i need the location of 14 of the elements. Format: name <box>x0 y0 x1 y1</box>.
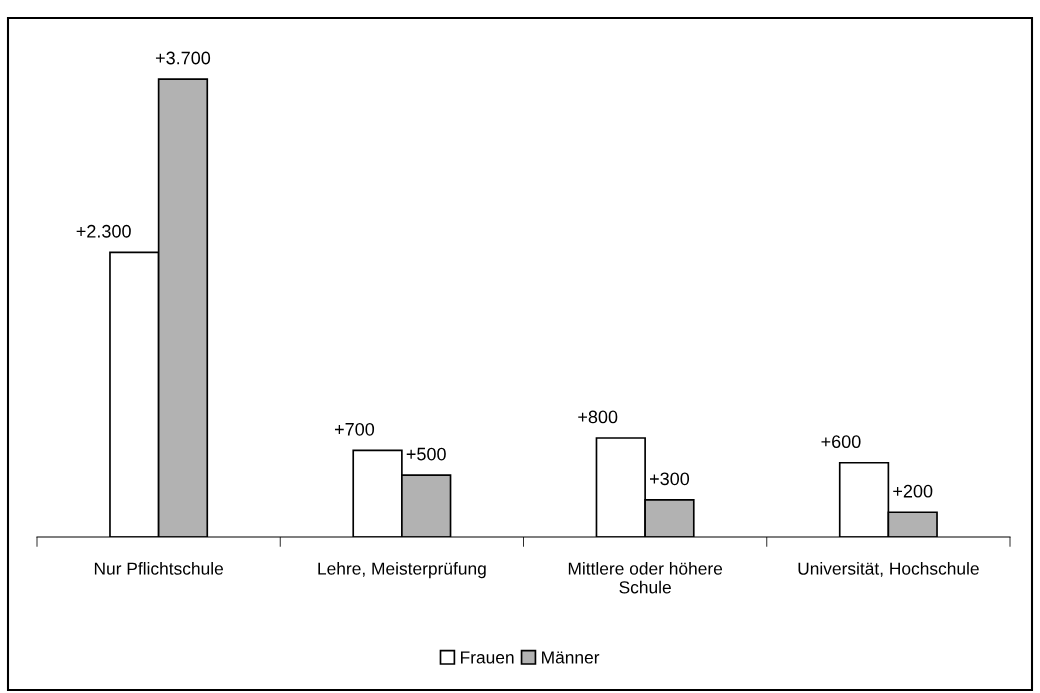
data-label: +2.300 <box>76 224 131 238</box>
legend-label: Frauen <box>461 651 514 664</box>
data-label: +600 <box>821 435 861 449</box>
x-tick-label: Universität, Hochschule <box>798 562 979 577</box>
data-label: +800 <box>578 410 618 424</box>
data-label: +500 <box>406 447 446 461</box>
data-label: +200 <box>893 484 933 498</box>
legend-label: Männer <box>542 651 600 664</box>
data-label: +700 <box>334 422 375 436</box>
x-tick-label: Lehre, Meisterprüfung <box>318 562 486 579</box>
data-label: +300 <box>650 472 690 486</box>
data-label: +3.700 <box>155 51 211 65</box>
x-tick-label: Mittlere oder höhere Schule <box>568 562 723 594</box>
x-tick-label: Nur Pflichtschule <box>94 562 223 575</box>
